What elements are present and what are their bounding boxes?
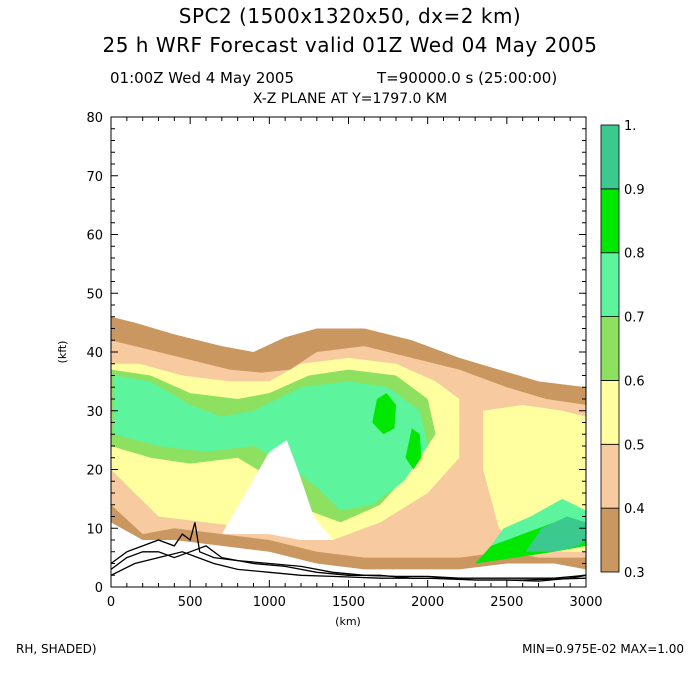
colorbar-swatch (600, 380, 620, 445)
colorbar-label: 0.8 (624, 247, 645, 262)
y-tick-label: 10 (86, 522, 103, 537)
clear-region-0 (221, 440, 333, 540)
rh-region-10 (525, 516, 586, 552)
x-tick-label: 1000 (253, 595, 286, 610)
plane-label: X-Z PLANE AT Y=1797.0 KM (252, 91, 448, 107)
rh-shaded-fills (111, 316, 586, 570)
chart-title-model: SPC2 (1500x1320x50, dx=2 km) (178, 4, 522, 28)
forecast-seconds-label: T=90000.0 s (25:00:00) (377, 69, 558, 87)
chart-title-forecast: 25 h WRF Forecast valid 01Z Wed 04 May 2… (102, 33, 598, 57)
colorbar-swatch (600, 316, 620, 381)
x-tick-label: 2500 (490, 595, 523, 610)
x-tick-labels: 0 500 1000 1500 2000 2500 3000 (107, 595, 603, 610)
x-tick-label: 1500 (332, 595, 365, 610)
axis-ticks (110, 116, 587, 588)
variable-label: RH, SHADED) (16, 642, 97, 656)
colorbar-label: 0.4 (624, 502, 645, 517)
valid-time-label: 01:00Z Wed 4 May 2005 (110, 69, 295, 87)
y-tick-label: 30 (86, 405, 103, 420)
colorbar-label: 0.7 (624, 311, 645, 326)
y-tick-label: 20 (86, 464, 103, 479)
y-axis-label: (kft) (56, 341, 69, 364)
y-tick-label: 40 (86, 346, 103, 361)
x-tick-label: 2000 (411, 595, 444, 610)
y-tick-labels: 0 10 20 30 40 50 60 70 80 (86, 111, 103, 596)
x-tick-label: 500 (178, 595, 203, 610)
colorbar (600, 124, 620, 573)
colorbar-label: 1. (624, 119, 636, 134)
colorbar-label: 0.5 (624, 438, 645, 453)
x-axis-label: (km) (335, 615, 361, 628)
y-tick-label: 50 (86, 287, 103, 302)
colorbar-swatch (600, 124, 620, 190)
colorbar-swatch (600, 188, 620, 254)
rh-region-5 (114, 375, 428, 511)
x-tick-label: 0 (107, 595, 115, 610)
rh-region-7 (372, 393, 396, 435)
colorbar-swatch (600, 252, 620, 317)
colorbar-swatch (600, 443, 620, 509)
colorbar-label: 0.3 (624, 566, 645, 581)
contour-line-0 (110, 522, 587, 579)
y-tick-label: 60 (86, 229, 103, 244)
contour-lines (110, 522, 587, 582)
contour-line-2 (110, 551, 587, 581)
min-max-label: MIN=0.975E-02 MAX=1.00 (522, 642, 684, 656)
colorbar-swatch (600, 507, 620, 573)
y-tick-label: 70 (86, 170, 103, 185)
colorbar-labels: 0.3 0.4 0.5 0.6 0.7 0.8 0.9 1. (624, 119, 645, 581)
colorbar-label: 0.9 (624, 183, 645, 198)
colorbar-label: 0.6 (624, 374, 645, 389)
x-tick-label: 3000 (569, 595, 602, 610)
clear-air-regions (221, 440, 333, 540)
y-tick-label: 80 (86, 111, 103, 126)
y-tick-label: 0 (95, 581, 103, 596)
rh-region-8 (405, 428, 422, 470)
